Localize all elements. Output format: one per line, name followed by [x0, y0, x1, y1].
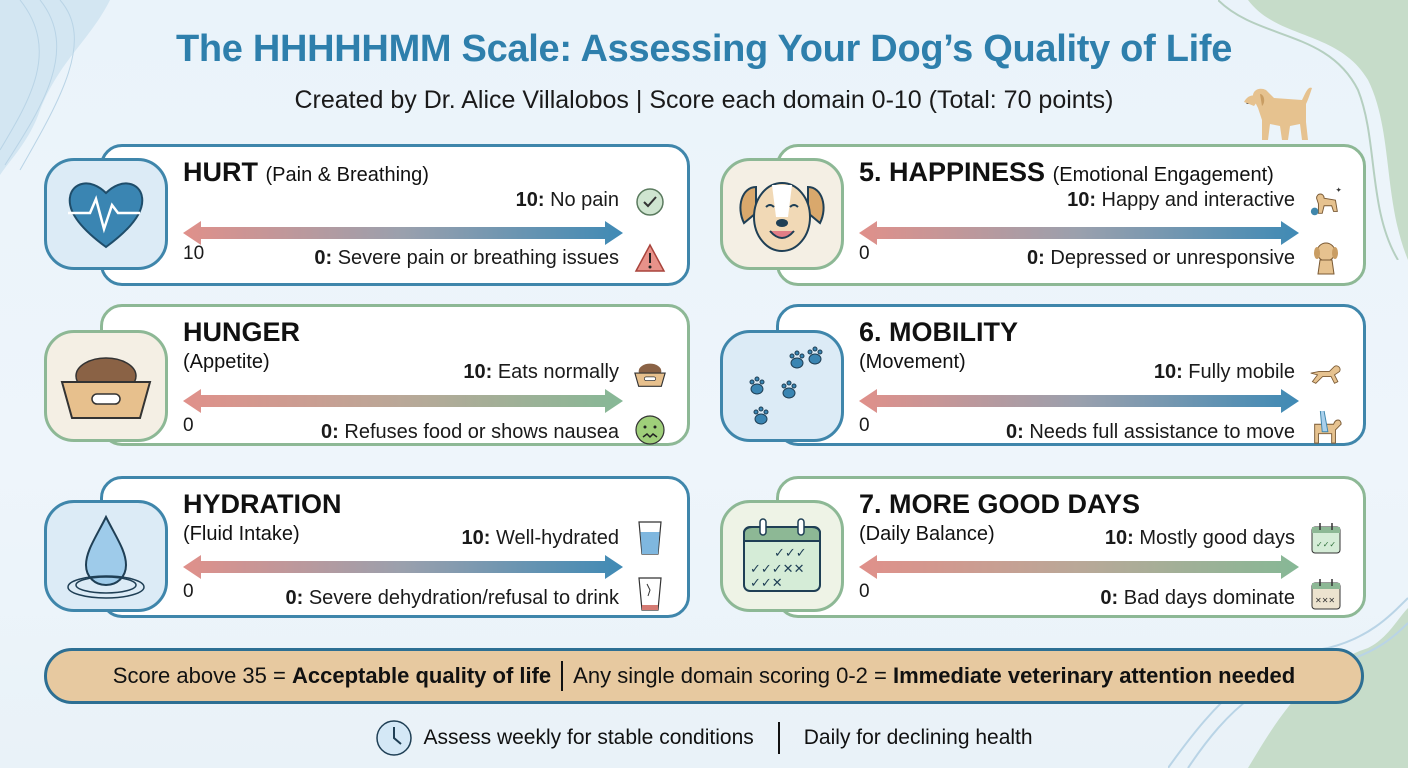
domain-title: 7. MORE GOOD DAYS [859, 489, 1141, 519]
warning-triangle-icon [633, 241, 667, 275]
banner-critical-label: Any single domain scoring 0-2 = [573, 663, 887, 688]
paw-prints-icon [720, 330, 844, 442]
domain-subtitle: (Movement) [859, 351, 966, 373]
footer-divider [777, 722, 780, 754]
svg-text:✓✓✕: ✓✓✕ [750, 575, 783, 590]
assessment-frequency-footer: Assess weekly for stable conditions Dail… [0, 718, 1408, 758]
happy-dog-face-icon [720, 158, 844, 270]
banner-divider [561, 661, 564, 691]
calendar-crosses-icon: ✕✕✕ [1309, 577, 1343, 611]
scale-min-label: 0 [859, 581, 870, 602]
scale-arrow [859, 555, 1299, 579]
weekly-assessment-text: Assess weekly for stable conditions [423, 726, 754, 749]
good-description: 10: Fully mobile [1153, 361, 1295, 383]
domain-card-hurt: HURT (Pain & Breathing) 10: No pain 10 0… [100, 144, 690, 286]
sad-dog-icon [1309, 241, 1343, 275]
good-description: 10: Eats normally [463, 361, 619, 383]
scale-arrow [183, 221, 623, 245]
domain-subtitle: (Daily Balance) [859, 523, 995, 545]
food-bowl-icon [44, 330, 168, 442]
scale-min-label: 10 [183, 243, 205, 264]
svg-text:✓✓✓: ✓✓✓ [1316, 540, 1336, 549]
good-description: 10: Mostly good days [1104, 527, 1295, 549]
banner-acceptable-label: Score above 35 = [112, 663, 286, 688]
bad-description: 0: Severe dehydration/refusal to drink [285, 587, 619, 609]
scale-min-label: 0 [183, 415, 194, 436]
heart-pulse-icon [44, 158, 168, 270]
svg-text:✓✓✓✕✕: ✓✓✓✕✕ [750, 561, 804, 576]
domain-subtitle: (Appetite) [183, 351, 270, 373]
scale-arrow [859, 389, 1299, 413]
domain-card-happiness: 5. HAPPINESS (Emotional Engagement) 10: … [776, 144, 1366, 286]
domain-card-more-good-days: 7. MORE GOOD DAYS (Daily Balance) 10: Mo… [776, 476, 1366, 618]
bad-description: 0: Refuses food or shows nausea [321, 421, 619, 443]
domain-title: HUNGER [183, 317, 301, 347]
banner-acceptable-value: Acceptable quality of life [292, 663, 552, 688]
domain-subtitle: (Fluid Intake) [183, 523, 300, 545]
daily-assessment-text: Daily for declining health [803, 726, 1033, 749]
full-glass-icon [633, 521, 667, 555]
bad-description: 0: Bad days dominate [1100, 587, 1295, 609]
bad-description: 0: Needs full assistance to move [1005, 421, 1295, 443]
domain-card-hunger: HUNGER (Appetite) 10: Eats normally 0 0:… [100, 304, 690, 446]
scale-arrow [183, 555, 623, 579]
scale-arrow [183, 389, 623, 413]
bad-description: 0: Severe pain or breathing issues [314, 247, 619, 269]
calendar-icon: ✓✓✓ ✓✓✓✕✕ ✓✓✕ [720, 500, 844, 612]
banner-critical-value: Immediate veterinary attention needed [892, 663, 1296, 688]
running-dog-icon [1309, 357, 1343, 391]
clock-icon [376, 720, 413, 756]
good-description: 10: Well-hydrated [461, 527, 620, 549]
bad-description: 0: Depressed or unresponsive [1027, 247, 1295, 269]
domain-title: HYDRATION [183, 489, 342, 519]
calendar-checks-icon: ✓✓✓ [1309, 521, 1343, 555]
food-bowl-icon [633, 357, 667, 391]
good-description: 10: No pain [515, 189, 619, 211]
svg-text:✓✓✓: ✓✓✓ [774, 545, 807, 560]
domain-title: HURT (Pain & Breathing) [183, 157, 429, 187]
nauseous-face-icon [633, 413, 667, 447]
check-circle-icon [633, 185, 667, 219]
svg-text:✦: ✦ [1335, 186, 1342, 195]
domain-card-mobility: 6. MOBILITY (Movement) 10: Fully mobile … [776, 304, 1366, 446]
scale-min-label: 0 [859, 243, 870, 264]
page-subtitle: Created by Dr. Alice Villalobos | Score … [294, 86, 1114, 114]
page-title: The HHHHHMM Scale: Assessing Your Dog’s … [175, 28, 1233, 70]
domain-title: 6. MOBILITY [859, 317, 1019, 347]
domain-title: 5. HAPPINESS (Emotional Engagement) [859, 157, 1274, 187]
scale-min-label: 0 [859, 415, 870, 436]
domain-card-hydration: HYDRATION (Fluid Intake) 10: Well-hydrat… [100, 476, 690, 618]
water-drop-icon [44, 500, 168, 612]
empty-cracked-glass-icon [633, 577, 667, 611]
scale-arrow [859, 221, 1299, 245]
svg-text:✕✕✕: ✕✕✕ [1315, 596, 1335, 605]
scale-min-label: 0 [183, 581, 194, 602]
good-description: 10: Happy and interactive [1067, 189, 1295, 211]
score-interpretation-banner: Score above 35 = Acceptable quality of l… [44, 648, 1364, 704]
playing-dog-icon: ✦ [1309, 185, 1343, 219]
dog-sling-icon [1309, 410, 1343, 445]
